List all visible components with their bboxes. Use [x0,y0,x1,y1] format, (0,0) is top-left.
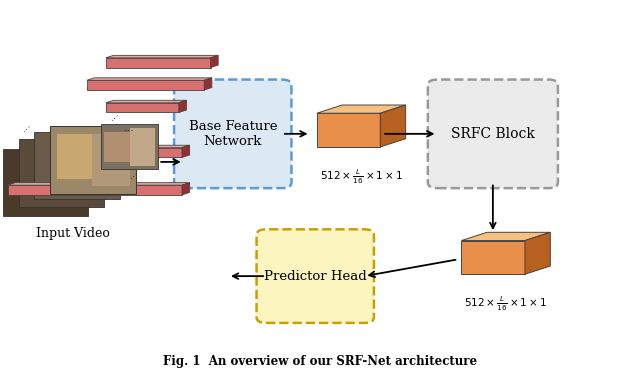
Polygon shape [182,183,189,195]
Text: Fig. 1  An overview of our SRF-Net architecture: Fig. 1 An overview of our SRF-Net archit… [163,355,477,368]
Text: Base Feature
Network: Base Feature Network [189,120,277,148]
Bar [57,134,92,179]
Bar [51,126,136,194]
Text: ...: ... [106,108,121,122]
Bar [104,132,130,162]
Bar [92,134,130,186]
Polygon shape [19,139,104,207]
Polygon shape [3,149,88,216]
Text: Input Video: Input Video [36,226,109,239]
Polygon shape [106,103,179,112]
Polygon shape [380,105,406,147]
Polygon shape [204,78,212,90]
Text: Predictor Head: Predictor Head [264,270,367,283]
Bar [130,128,155,166]
Text: $512\times\frac{L}{16}\times1\times1$: $512\times\frac{L}{16}\times1\times1$ [465,295,547,314]
Polygon shape [461,232,550,241]
Polygon shape [106,100,186,103]
Text: ...: ... [125,166,140,180]
FancyBboxPatch shape [174,79,291,188]
Polygon shape [179,100,186,112]
Polygon shape [35,132,120,200]
Polygon shape [106,58,211,68]
Polygon shape [461,241,525,274]
Polygon shape [87,80,204,90]
Polygon shape [317,105,406,113]
FancyBboxPatch shape [428,79,558,188]
Polygon shape [77,145,189,148]
Polygon shape [106,55,218,58]
Text: ...: ... [18,119,33,134]
FancyBboxPatch shape [257,229,374,323]
Text: $512\times\frac{L}{16}\times1\times1$: $512\times\frac{L}{16}\times1\times1$ [320,168,403,186]
Text: ...: ... [124,123,135,133]
Text: SRFC Block: SRFC Block [451,127,535,141]
Bar [101,125,158,169]
Polygon shape [211,55,218,68]
Polygon shape [77,148,182,157]
Polygon shape [87,78,212,80]
Polygon shape [525,232,550,274]
Polygon shape [8,183,189,185]
Polygon shape [8,185,182,195]
Polygon shape [182,145,189,157]
Polygon shape [317,113,380,147]
